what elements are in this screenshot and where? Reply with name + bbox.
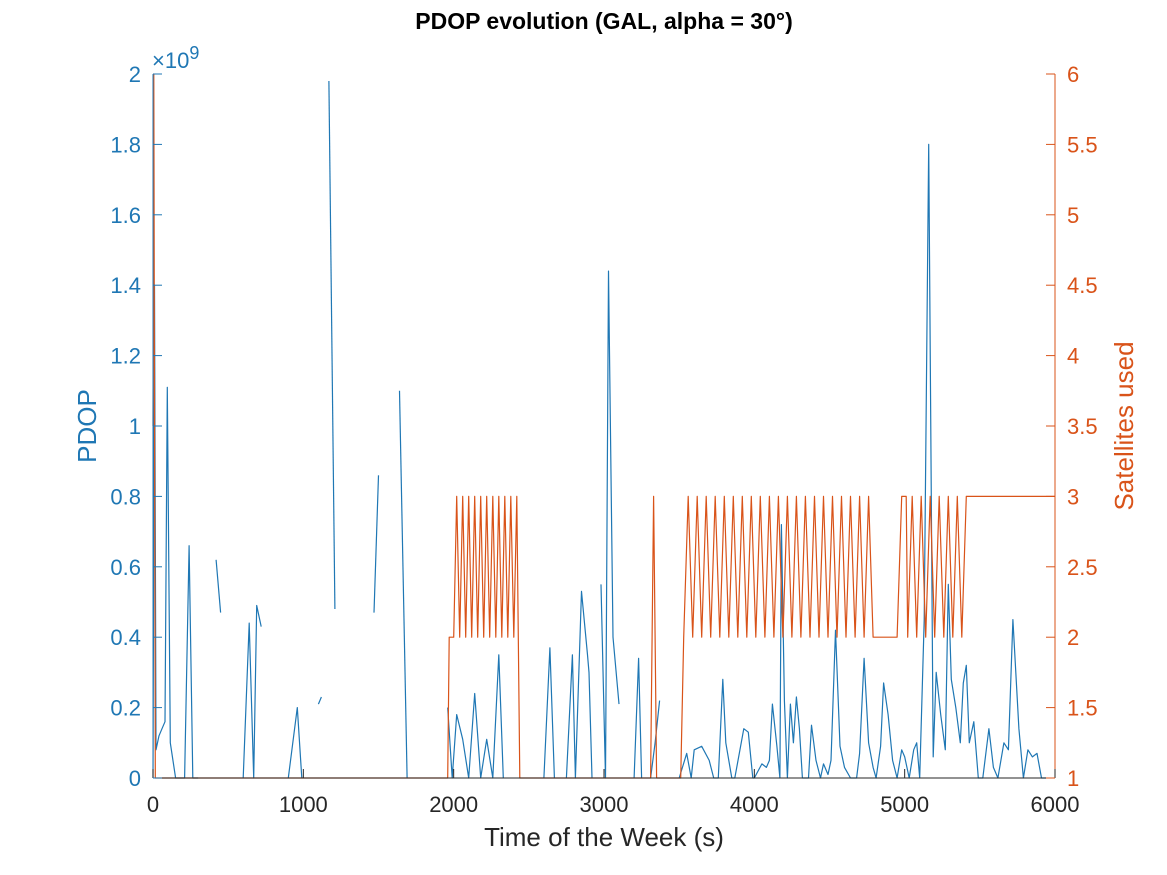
right-tick-label: 1 <box>1067 766 1079 791</box>
pdop-line-segment <box>215 559 222 613</box>
right-tick-label: 2.5 <box>1067 555 1098 580</box>
pdop-line-segment <box>152 284 199 779</box>
pdop-line-segment <box>242 604 262 779</box>
left-tick-label: 1.2 <box>110 344 141 369</box>
right-tick-label: 3 <box>1067 484 1079 509</box>
pdop-line-segment <box>543 647 555 779</box>
right-tick-label: 4.5 <box>1067 273 1098 298</box>
pdop-line-segment <box>317 696 322 705</box>
x-tick-label: 6000 <box>1031 792 1080 817</box>
pdop-line-segment <box>398 390 408 779</box>
left-tick-label: 1 <box>129 414 141 439</box>
left-tick-label: 0.8 <box>110 484 141 509</box>
left-tick-label: 0.4 <box>110 625 141 650</box>
pdop-line-segment <box>600 270 620 779</box>
axes <box>152 74 1056 779</box>
chart-title: PDOP evolution (GAL, alpha = 30°) <box>415 8 792 34</box>
left-tick-label: 1.4 <box>110 273 141 298</box>
right-tick-label: 5.5 <box>1067 132 1098 157</box>
pdop-line-segment <box>678 143 1046 779</box>
x-tick-label: 5000 <box>880 792 929 817</box>
right-tick-label: 5 <box>1067 203 1079 228</box>
x-tick-label: 2000 <box>429 792 478 817</box>
left-tick-label: 0.2 <box>110 696 141 721</box>
satellites-series <box>152 73 1055 779</box>
x-axis-label: Time of the Week (s) <box>484 822 724 852</box>
pdop-series <box>152 80 1046 779</box>
right-tick-label: 2 <box>1067 625 1079 650</box>
ticks: 0 1000 2000 3000 4000 5000 6000 0 0.2 0.4 0.6 0.8 1 1… <box>110 62 1097 817</box>
pdop-line-segment <box>328 80 336 610</box>
pdop-line-segment <box>565 590 593 779</box>
left-axis-label: PDOP <box>72 389 102 463</box>
left-tick-label: 0.6 <box>110 555 141 580</box>
pdop-line-segment <box>633 657 643 779</box>
pdop-line-segment <box>447 654 504 779</box>
pdop-line-segment <box>650 700 661 779</box>
right-axis-label: Satellites used <box>1109 341 1139 510</box>
exponent-label: ×109 <box>152 43 199 73</box>
right-tick-label: 6 <box>1067 62 1079 87</box>
right-tick-label: 4 <box>1067 344 1079 369</box>
left-tick-label: 2 <box>129 62 141 87</box>
pdop-line-segment <box>373 475 380 613</box>
left-tick-label: 1.8 <box>110 132 141 157</box>
pdop-line-segment <box>287 706 303 779</box>
x-tick-label: 4000 <box>730 792 779 817</box>
left-tick-label: 0 <box>129 766 141 791</box>
right-tick-label: 3.5 <box>1067 414 1098 439</box>
x-tick-label: 3000 <box>580 792 629 817</box>
left-tick-label: 1.6 <box>110 203 141 228</box>
right-tick-label: 1.5 <box>1067 696 1098 721</box>
x-tick-label: 1000 <box>279 792 328 817</box>
satellites-line <box>152 73 1055 779</box>
x-tick-label: 0 <box>147 792 159 817</box>
